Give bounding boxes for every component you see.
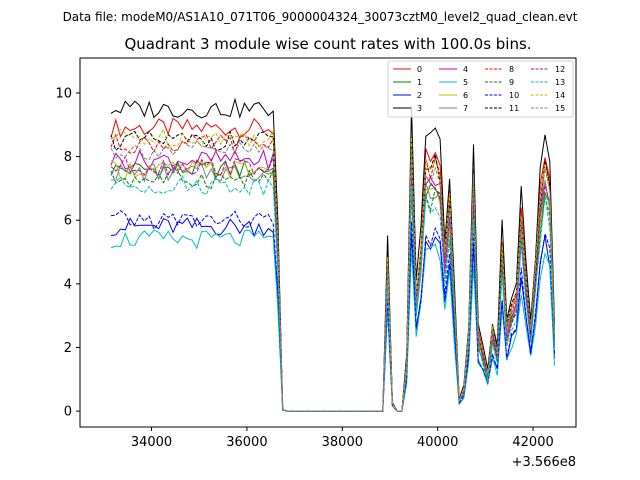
y-axis: 0 2 4 6 8 10 — [55, 86, 80, 420]
legend-label-5: 5 — [463, 78, 468, 87]
legend-label-9: 9 — [509, 78, 514, 87]
x-tick-label: 36000 — [226, 435, 267, 450]
legend-label-1: 1 — [417, 78, 422, 87]
chart-suptitle: Data file: modeM0/AS1A10_071T06_90000043… — [63, 10, 578, 24]
x-tick-label: 42000 — [512, 435, 553, 450]
y-tick-label: 6 — [64, 214, 72, 229]
legend-label-4: 4 — [463, 65, 468, 74]
legend-label-0: 0 — [417, 65, 422, 74]
chart-title: Quadrant 3 module wise count rates with … — [124, 35, 531, 53]
legend-label-7: 7 — [463, 104, 468, 113]
legend-label-6: 6 — [463, 91, 468, 100]
x-axis: 34000 36000 38000 40000 42000 — [131, 427, 554, 450]
plot-lines — [110, 97, 555, 412]
series-line-5 — [110, 229, 555, 412]
series-line-15 — [110, 140, 555, 412]
x-tick-label: 38000 — [322, 435, 363, 450]
legend-label-14: 14 — [555, 91, 565, 100]
x-tick-label: 34000 — [131, 435, 172, 450]
legend-label-12: 12 — [555, 65, 565, 74]
legend-frame — [387, 60, 574, 118]
series-line-10 — [110, 210, 555, 412]
y-tick-label: 0 — [64, 405, 72, 420]
y-tick-label: 4 — [64, 277, 72, 292]
legend-label-8: 8 — [509, 65, 514, 74]
y-tick-label: 8 — [64, 150, 72, 165]
y-tick-label: 10 — [55, 86, 72, 101]
legend-label-11: 11 — [509, 104, 519, 113]
x-offset-label: +3.566e8 — [512, 455, 576, 470]
legend-label-2: 2 — [417, 91, 422, 100]
legend-label-13: 13 — [555, 78, 565, 87]
legend-label-3: 3 — [417, 104, 422, 113]
x-tick-label: 40000 — [417, 435, 458, 450]
y-tick-label: 2 — [64, 341, 72, 356]
plot-frame — [79, 57, 577, 428]
legend-label-10: 10 — [509, 91, 519, 100]
series-line-3 — [110, 97, 555, 412]
legend-label-15: 15 — [555, 104, 565, 113]
